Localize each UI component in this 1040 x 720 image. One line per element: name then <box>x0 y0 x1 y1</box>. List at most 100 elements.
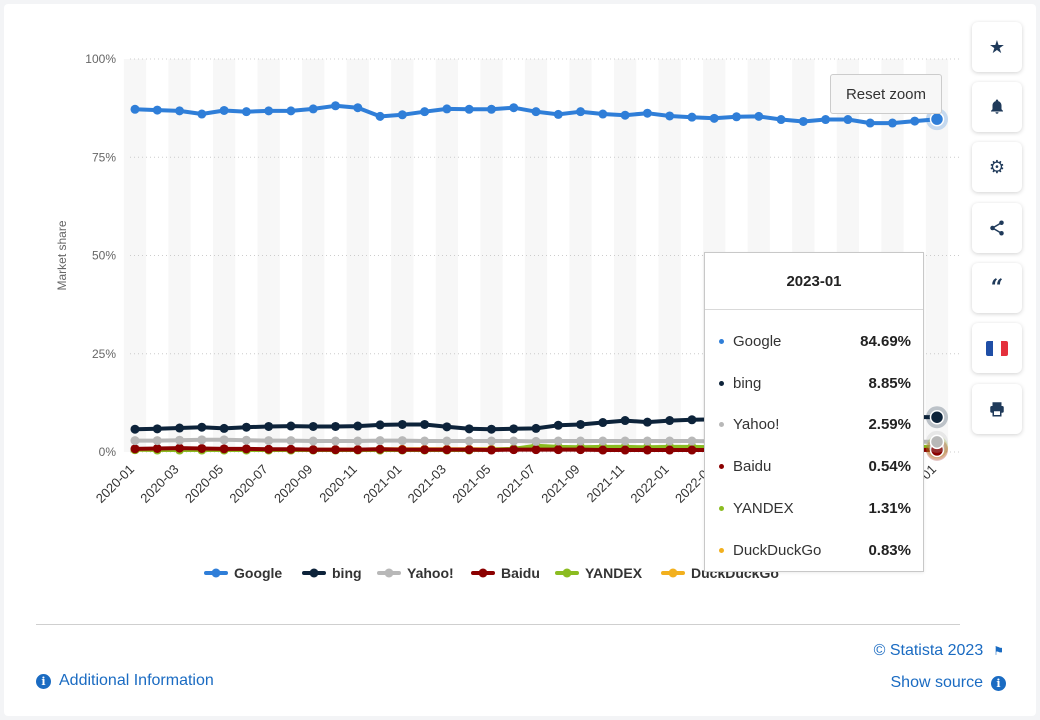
data-point[interactable] <box>553 109 563 119</box>
data-point[interactable] <box>464 104 474 114</box>
data-point[interactable] <box>397 436 407 446</box>
data-point[interactable] <box>598 436 608 446</box>
legend-label[interactable]: Baidu <box>501 565 540 581</box>
data-point[interactable] <box>576 107 586 117</box>
data-point[interactable] <box>420 436 430 446</box>
show-source-link[interactable]: Show source i <box>891 672 1006 694</box>
data-point[interactable] <box>353 421 363 431</box>
data-point[interactable] <box>264 106 274 116</box>
data-point-highlight[interactable] <box>929 434 945 450</box>
data-point[interactable] <box>887 118 897 128</box>
data-point[interactable] <box>642 445 652 455</box>
data-point[interactable] <box>152 443 162 453</box>
data-point[interactable] <box>598 445 608 455</box>
settings-button[interactable]: ⚙ <box>972 142 1022 192</box>
additional-information-link[interactable]: i Additional Information <box>36 670 214 692</box>
data-point[interactable] <box>531 445 541 455</box>
data-point[interactable] <box>264 444 274 454</box>
data-point[interactable] <box>598 418 608 428</box>
data-point[interactable] <box>219 444 229 454</box>
data-point[interactable] <box>576 419 586 429</box>
data-point[interactable] <box>219 423 229 433</box>
data-point[interactable] <box>397 419 407 429</box>
language-button[interactable] <box>972 323 1022 373</box>
data-point[interactable] <box>331 445 340 455</box>
data-point[interactable] <box>509 436 519 446</box>
data-point[interactable] <box>732 112 741 122</box>
data-point[interactable] <box>331 101 340 111</box>
cite-button[interactable]: “ <box>972 263 1022 313</box>
data-point[interactable] <box>709 113 719 123</box>
data-point[interactable] <box>197 109 207 119</box>
data-point[interactable] <box>553 420 563 430</box>
data-point[interactable] <box>175 435 185 445</box>
data-point[interactable] <box>286 444 296 454</box>
data-point[interactable] <box>620 436 630 446</box>
data-point[interactable] <box>375 111 385 121</box>
data-point[interactable] <box>241 107 251 117</box>
data-point[interactable] <box>687 415 697 425</box>
legend-marker[interactable] <box>562 568 572 578</box>
data-point[interactable] <box>442 104 452 114</box>
data-point[interactable] <box>687 445 697 455</box>
data-point[interactable] <box>241 435 251 445</box>
data-point[interactable] <box>397 110 407 120</box>
data-point[interactable] <box>308 445 318 455</box>
data-point[interactable] <box>442 422 452 432</box>
data-point[interactable] <box>175 423 185 433</box>
data-point[interactable] <box>197 443 207 453</box>
data-point[interactable] <box>865 118 875 128</box>
data-point[interactable] <box>576 436 586 446</box>
data-point[interactable] <box>553 436 563 446</box>
legend-marker[interactable] <box>668 568 678 578</box>
data-point[interactable] <box>509 445 519 455</box>
data-point[interactable] <box>241 444 251 454</box>
data-point[interactable] <box>397 445 407 455</box>
data-point-highlight[interactable] <box>929 409 945 425</box>
data-point[interactable] <box>464 445 474 455</box>
data-point[interactable] <box>464 424 474 434</box>
data-point[interactable] <box>486 424 496 434</box>
legend-marker[interactable] <box>211 568 221 578</box>
data-point[interactable] <box>130 424 140 434</box>
data-point[interactable] <box>308 104 318 114</box>
data-point[interactable] <box>665 416 675 426</box>
data-point[interactable] <box>464 436 474 446</box>
data-point[interactable] <box>308 436 318 446</box>
data-point[interactable] <box>353 445 363 455</box>
data-point[interactable] <box>130 104 140 114</box>
data-point[interactable] <box>197 435 207 445</box>
data-point[interactable] <box>375 436 385 446</box>
data-point[interactable] <box>442 445 452 455</box>
data-point[interactable] <box>687 436 697 446</box>
data-point[interactable] <box>264 421 274 431</box>
data-point[interactable] <box>754 111 764 121</box>
data-point[interactable] <box>420 107 430 117</box>
data-point[interactable] <box>486 436 496 446</box>
data-point[interactable] <box>509 424 519 434</box>
legend-marker[interactable] <box>384 568 394 578</box>
data-point[interactable] <box>553 445 563 455</box>
data-point[interactable] <box>442 436 452 446</box>
data-point[interactable] <box>910 116 920 126</box>
data-point[interactable] <box>486 445 496 455</box>
data-point[interactable] <box>353 436 363 446</box>
data-point[interactable] <box>665 445 675 455</box>
data-point[interactable] <box>331 421 340 431</box>
data-point[interactable] <box>130 444 140 454</box>
data-point[interactable] <box>420 445 430 455</box>
data-point[interactable] <box>486 104 496 114</box>
data-point[interactable] <box>353 103 363 113</box>
data-point[interactable] <box>375 420 385 430</box>
data-point[interactable] <box>286 106 296 116</box>
data-point[interactable] <box>420 419 430 429</box>
data-point[interactable] <box>665 111 675 121</box>
data-point[interactable] <box>843 115 853 125</box>
reset-zoom-button[interactable]: Reset zoom <box>830 74 942 114</box>
data-point[interactable] <box>175 106 185 116</box>
share-button[interactable] <box>972 203 1022 253</box>
data-point[interactable] <box>642 108 652 118</box>
data-point[interactable] <box>665 436 675 446</box>
data-point[interactable] <box>197 422 207 432</box>
data-point[interactable] <box>241 422 251 432</box>
